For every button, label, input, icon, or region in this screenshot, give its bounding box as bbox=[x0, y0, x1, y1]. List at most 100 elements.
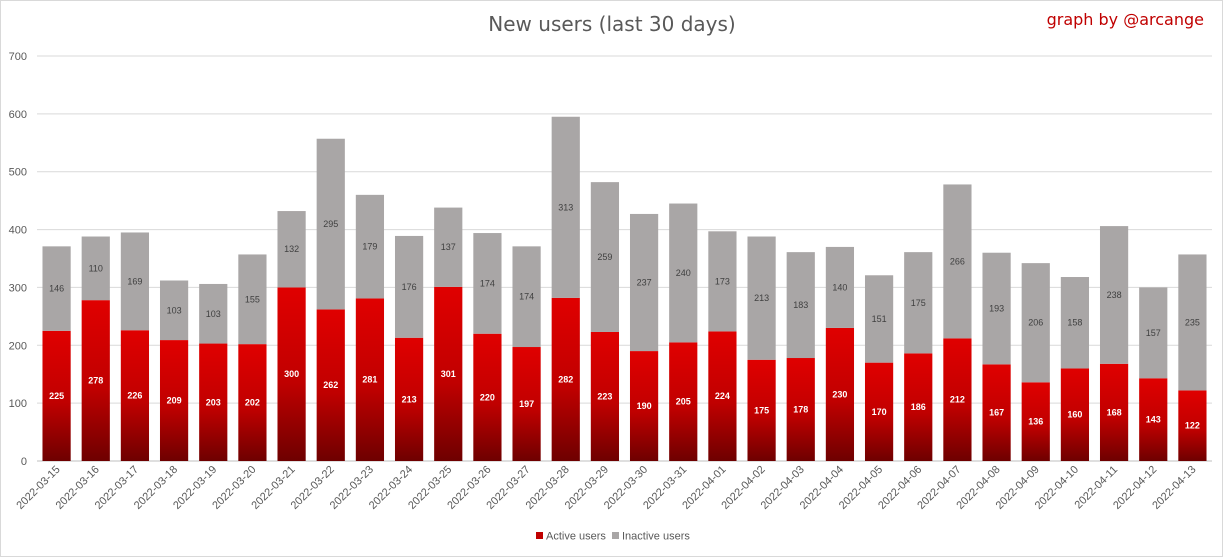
bar-inactive bbox=[434, 207, 463, 287]
data-label-inactive: 193 bbox=[989, 304, 1004, 314]
bar-inactive bbox=[864, 275, 894, 363]
data-label-active: 220 bbox=[480, 392, 495, 402]
bar-inactive bbox=[825, 246, 855, 328]
data-label-inactive: 295 bbox=[323, 219, 338, 229]
bar-active bbox=[629, 351, 659, 461]
legend-label-active: Active users bbox=[546, 531, 606, 543]
bar-active bbox=[669, 342, 698, 461]
data-label-active: 136 bbox=[1028, 417, 1043, 427]
y-tick-label: 0 bbox=[21, 456, 27, 468]
bar-active bbox=[316, 309, 345, 461]
legend: Active users Inactive users bbox=[536, 531, 690, 543]
data-label-inactive: 313 bbox=[558, 202, 573, 212]
bar-inactive bbox=[316, 138, 345, 310]
data-label-inactive: 155 bbox=[245, 294, 260, 304]
data-label-inactive: 157 bbox=[1146, 328, 1161, 338]
data-label-inactive: 176 bbox=[402, 282, 417, 292]
data-label-active: 167 bbox=[989, 408, 1004, 418]
data-label-active: 212 bbox=[950, 395, 965, 405]
data-label-active: 122 bbox=[1185, 421, 1200, 431]
bar-inactive bbox=[199, 283, 228, 344]
y-tick-label: 600 bbox=[9, 109, 27, 121]
data-label-active: 190 bbox=[637, 401, 652, 411]
bars: 225 146 278 110 226 169 209 103 203 103 202 155 300 1… bbox=[42, 116, 1207, 461]
data-label-active: 175 bbox=[754, 405, 769, 415]
bar-active bbox=[277, 287, 306, 461]
bar-active bbox=[81, 300, 110, 461]
data-label-inactive: 158 bbox=[1067, 318, 1082, 328]
y-tick-label: 200 bbox=[9, 340, 27, 352]
data-label-inactive: 206 bbox=[1028, 318, 1043, 328]
bar-active bbox=[747, 359, 776, 461]
bar-inactive bbox=[747, 236, 776, 360]
bar-inactive bbox=[708, 231, 737, 332]
data-label-active: 160 bbox=[1067, 410, 1082, 420]
data-label-inactive: 169 bbox=[127, 276, 142, 286]
bar-active bbox=[238, 344, 267, 461]
bar-inactive bbox=[904, 252, 933, 354]
data-label-inactive: 146 bbox=[49, 284, 64, 294]
data-label-inactive: 103 bbox=[167, 305, 182, 315]
bar-active bbox=[394, 337, 424, 461]
y-tick-label: 300 bbox=[9, 282, 27, 294]
bar-inactive bbox=[473, 233, 502, 334]
data-label-active: 209 bbox=[167, 396, 182, 406]
bar-active bbox=[434, 286, 463, 461]
data-label-active: 223 bbox=[597, 391, 612, 401]
bar-active bbox=[982, 364, 1011, 461]
data-label-inactive: 179 bbox=[362, 242, 377, 252]
data-label-active: 178 bbox=[793, 405, 808, 415]
bar-active bbox=[904, 353, 933, 461]
data-label-active: 225 bbox=[49, 391, 64, 401]
data-label-inactive: 137 bbox=[441, 242, 456, 252]
data-label-inactive: 175 bbox=[911, 298, 926, 308]
bar-active bbox=[825, 327, 855, 461]
data-label-active: 278 bbox=[88, 376, 103, 386]
bar-active bbox=[1021, 382, 1050, 461]
bar-inactive bbox=[81, 236, 110, 301]
data-label-inactive: 266 bbox=[950, 256, 965, 266]
legend-swatch-inactive bbox=[612, 532, 619, 539]
data-label-active: 301 bbox=[441, 369, 456, 379]
bar-active bbox=[786, 358, 815, 461]
bar-inactive bbox=[512, 246, 541, 348]
bar-inactive bbox=[943, 184, 972, 339]
data-label-active: 226 bbox=[127, 391, 142, 401]
data-label-active: 213 bbox=[402, 394, 417, 404]
chart-credit: graph by @arcange bbox=[1047, 10, 1204, 29]
bar-inactive bbox=[159, 280, 189, 341]
data-label-active: 203 bbox=[206, 397, 221, 407]
bar-active bbox=[199, 343, 228, 461]
bar-inactive bbox=[1178, 254, 1207, 391]
bar-inactive bbox=[1099, 226, 1129, 364]
data-label-active: 202 bbox=[245, 398, 260, 408]
data-label-active: 197 bbox=[519, 399, 534, 409]
bar-active bbox=[864, 362, 894, 461]
bar-inactive bbox=[1060, 277, 1090, 369]
bar-active bbox=[159, 340, 189, 461]
bar-inactive bbox=[982, 252, 1011, 365]
bar-inactive bbox=[590, 182, 620, 332]
data-label-inactive: 235 bbox=[1185, 317, 1200, 327]
bar-inactive bbox=[551, 116, 580, 298]
legend-swatch-active bbox=[536, 532, 543, 539]
data-label-inactive: 140 bbox=[832, 282, 847, 292]
y-tick-label: 100 bbox=[9, 398, 27, 410]
data-label-active: 168 bbox=[1107, 407, 1122, 417]
data-label-inactive: 183 bbox=[793, 300, 808, 310]
bar-inactive bbox=[669, 203, 698, 343]
data-label-active: 224 bbox=[715, 391, 730, 401]
data-label-active: 186 bbox=[911, 402, 926, 412]
bar-inactive bbox=[786, 252, 815, 359]
bar-active bbox=[1178, 390, 1207, 461]
data-label-inactive: 132 bbox=[284, 244, 299, 254]
bar-active bbox=[590, 331, 620, 461]
data-label-inactive: 213 bbox=[754, 293, 769, 303]
bar-active bbox=[1099, 363, 1129, 461]
data-label-active: 170 bbox=[872, 407, 887, 417]
bar-inactive bbox=[277, 211, 306, 288]
bar-inactive bbox=[1021, 263, 1050, 383]
data-label-inactive: 110 bbox=[89, 263, 103, 273]
